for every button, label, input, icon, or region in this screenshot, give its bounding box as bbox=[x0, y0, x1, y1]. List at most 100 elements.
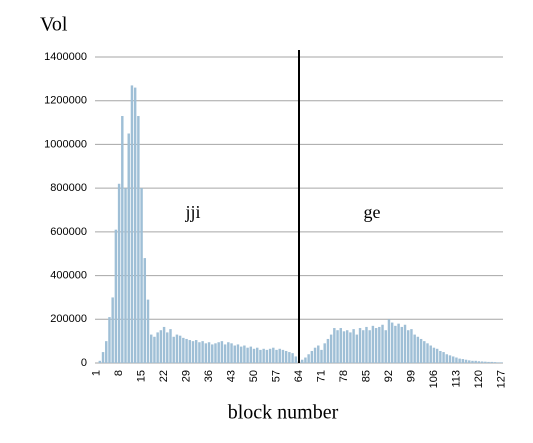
bar bbox=[390, 322, 394, 363]
bar bbox=[133, 87, 137, 363]
bar bbox=[178, 335, 182, 363]
bar bbox=[313, 347, 317, 363]
bar bbox=[278, 348, 281, 363]
bar bbox=[114, 229, 118, 363]
x-tick-label: 43 bbox=[225, 370, 237, 382]
bar bbox=[201, 341, 204, 363]
bar bbox=[471, 360, 474, 363]
y-tick-label: 800000 bbox=[50, 182, 87, 194]
bar bbox=[105, 341, 108, 363]
x-tick-label: 71 bbox=[315, 370, 327, 382]
bar bbox=[249, 346, 253, 363]
x-tick-label: 29 bbox=[180, 370, 192, 382]
bar bbox=[243, 345, 246, 363]
x-tick-label: 50 bbox=[248, 370, 260, 382]
bar bbox=[198, 342, 201, 363]
bar bbox=[182, 337, 185, 363]
bar bbox=[268, 348, 272, 363]
chart-title: Vol bbox=[40, 14, 68, 36]
bar bbox=[362, 330, 365, 363]
bar bbox=[493, 362, 497, 363]
bar bbox=[474, 360, 477, 363]
bar bbox=[442, 352, 445, 363]
bar bbox=[159, 330, 163, 363]
bar bbox=[468, 360, 471, 363]
bar bbox=[403, 324, 407, 363]
bar bbox=[169, 329, 172, 363]
bar bbox=[300, 359, 304, 363]
bar bbox=[108, 317, 111, 363]
bar bbox=[394, 325, 397, 363]
bar bbox=[384, 330, 387, 363]
bar bbox=[445, 354, 449, 363]
y-tick-label: 400000 bbox=[50, 269, 87, 281]
bar bbox=[223, 344, 227, 363]
bar bbox=[458, 358, 461, 363]
bar bbox=[333, 328, 336, 363]
bar bbox=[117, 183, 121, 363]
bar bbox=[423, 341, 426, 363]
bar bbox=[307, 354, 310, 363]
bar bbox=[464, 359, 468, 363]
bar bbox=[166, 332, 169, 363]
bar bbox=[256, 347, 259, 363]
bar bbox=[211, 344, 214, 363]
bar bbox=[246, 347, 249, 363]
x-tick-label: 127 bbox=[495, 370, 507, 388]
y-tick-label: 1000000 bbox=[44, 138, 87, 150]
bar bbox=[259, 349, 262, 363]
bar bbox=[429, 345, 432, 363]
bar bbox=[358, 328, 362, 363]
bar bbox=[496, 362, 500, 363]
bar bbox=[378, 326, 381, 363]
bar bbox=[124, 188, 127, 363]
bar bbox=[281, 349, 285, 363]
y-tick-label: 0 bbox=[81, 357, 87, 369]
bar bbox=[252, 348, 256, 363]
bar bbox=[432, 347, 436, 363]
bar bbox=[320, 349, 323, 363]
bar bbox=[143, 258, 147, 363]
bar bbox=[461, 359, 465, 363]
bar bbox=[140, 188, 143, 363]
bar bbox=[288, 352, 291, 363]
bar bbox=[217, 342, 220, 363]
bar bbox=[185, 338, 188, 363]
bar bbox=[352, 329, 355, 363]
bar bbox=[121, 116, 124, 363]
bar bbox=[416, 336, 420, 363]
annotation: ge bbox=[364, 202, 381, 222]
x-tick-label: 57 bbox=[270, 370, 282, 382]
bar bbox=[397, 323, 400, 363]
bar bbox=[448, 355, 452, 363]
x-tick-label: 120 bbox=[473, 370, 485, 388]
bar bbox=[329, 334, 333, 363]
x-tick-label: 92 bbox=[383, 370, 395, 382]
bar bbox=[323, 343, 326, 363]
bar bbox=[407, 330, 410, 363]
y-tick-label: 200000 bbox=[50, 313, 87, 325]
bar bbox=[342, 331, 346, 363]
bar bbox=[156, 332, 159, 363]
bar bbox=[149, 334, 153, 363]
bar bbox=[146, 299, 150, 363]
bar bbox=[310, 350, 314, 363]
bar bbox=[477, 361, 481, 363]
bar bbox=[111, 297, 114, 363]
x-tick-label: 15 bbox=[135, 370, 147, 382]
bar bbox=[413, 334, 416, 363]
bar bbox=[98, 360, 102, 363]
x-tick-label: 8 bbox=[113, 370, 125, 376]
bar bbox=[162, 326, 166, 363]
bar bbox=[371, 325, 375, 363]
bar bbox=[194, 340, 198, 363]
bar bbox=[236, 344, 240, 363]
bar bbox=[153, 336, 156, 363]
bar bbox=[188, 340, 191, 363]
bar bbox=[207, 342, 211, 363]
bar bbox=[227, 342, 230, 363]
y-tick-label: 600000 bbox=[50, 226, 87, 238]
bar bbox=[480, 361, 484, 363]
bar bbox=[137, 116, 140, 363]
bar bbox=[336, 330, 339, 363]
